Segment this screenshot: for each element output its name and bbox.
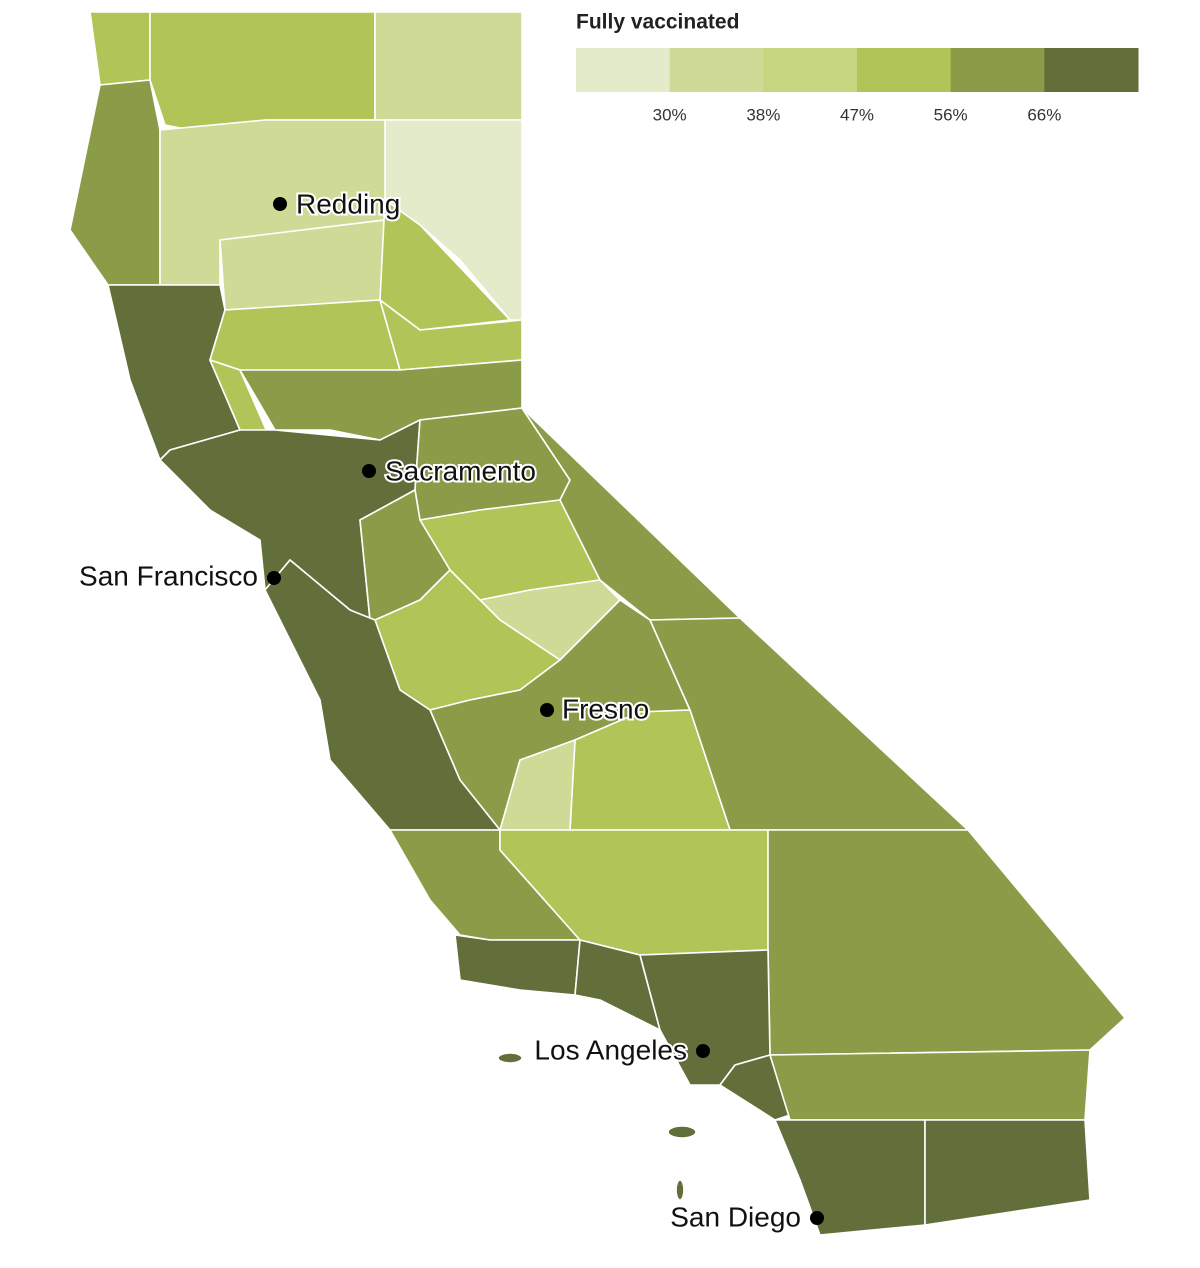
city-label: San Francisco [79,560,258,591]
island [497,1052,523,1064]
legend-label: 30% [653,105,687,124]
county [574,939,661,1031]
city-label: San Diego [670,1201,801,1232]
city-dot [267,571,281,585]
county [209,299,401,381]
legend-label: 38% [746,105,780,124]
legend-title: Fully vaccinated [576,11,739,34]
county [774,1119,926,1236]
county [767,829,1126,1056]
legend-label: 56% [934,105,968,124]
city-label: Fresno [562,693,649,724]
city-dot [696,1044,710,1058]
county [264,559,501,831]
legend: Fully vaccinated 30% 38% 47% 56% 66% [576,11,1139,124]
city-dot [540,703,554,717]
legend-label: 47% [840,105,874,124]
county [379,299,523,371]
city-label: Redding [296,188,400,219]
legend-swatch [950,48,1045,92]
county [89,11,151,86]
legend-swatch [576,48,671,92]
cities: Redding Sacramento San Francisco Fresno … [77,186,824,1234]
legend-swatch [857,48,952,92]
county [374,11,523,121]
legend-swatch [1044,48,1139,92]
legend-label: 66% [1027,105,1061,124]
island [667,1125,697,1139]
legend-swatch [763,48,858,92]
city-label: Los Angeles [534,1034,687,1065]
counties [69,11,1126,1236]
city-dot [362,464,376,478]
county [454,934,581,996]
island [675,1179,685,1201]
county [69,79,161,286]
county [149,11,376,136]
city-label: Sacramento [385,455,536,486]
county [924,1119,1091,1226]
city-dot [810,1211,824,1225]
county [769,1049,1091,1121]
legend-swatch [669,48,764,92]
city-dot [273,197,287,211]
